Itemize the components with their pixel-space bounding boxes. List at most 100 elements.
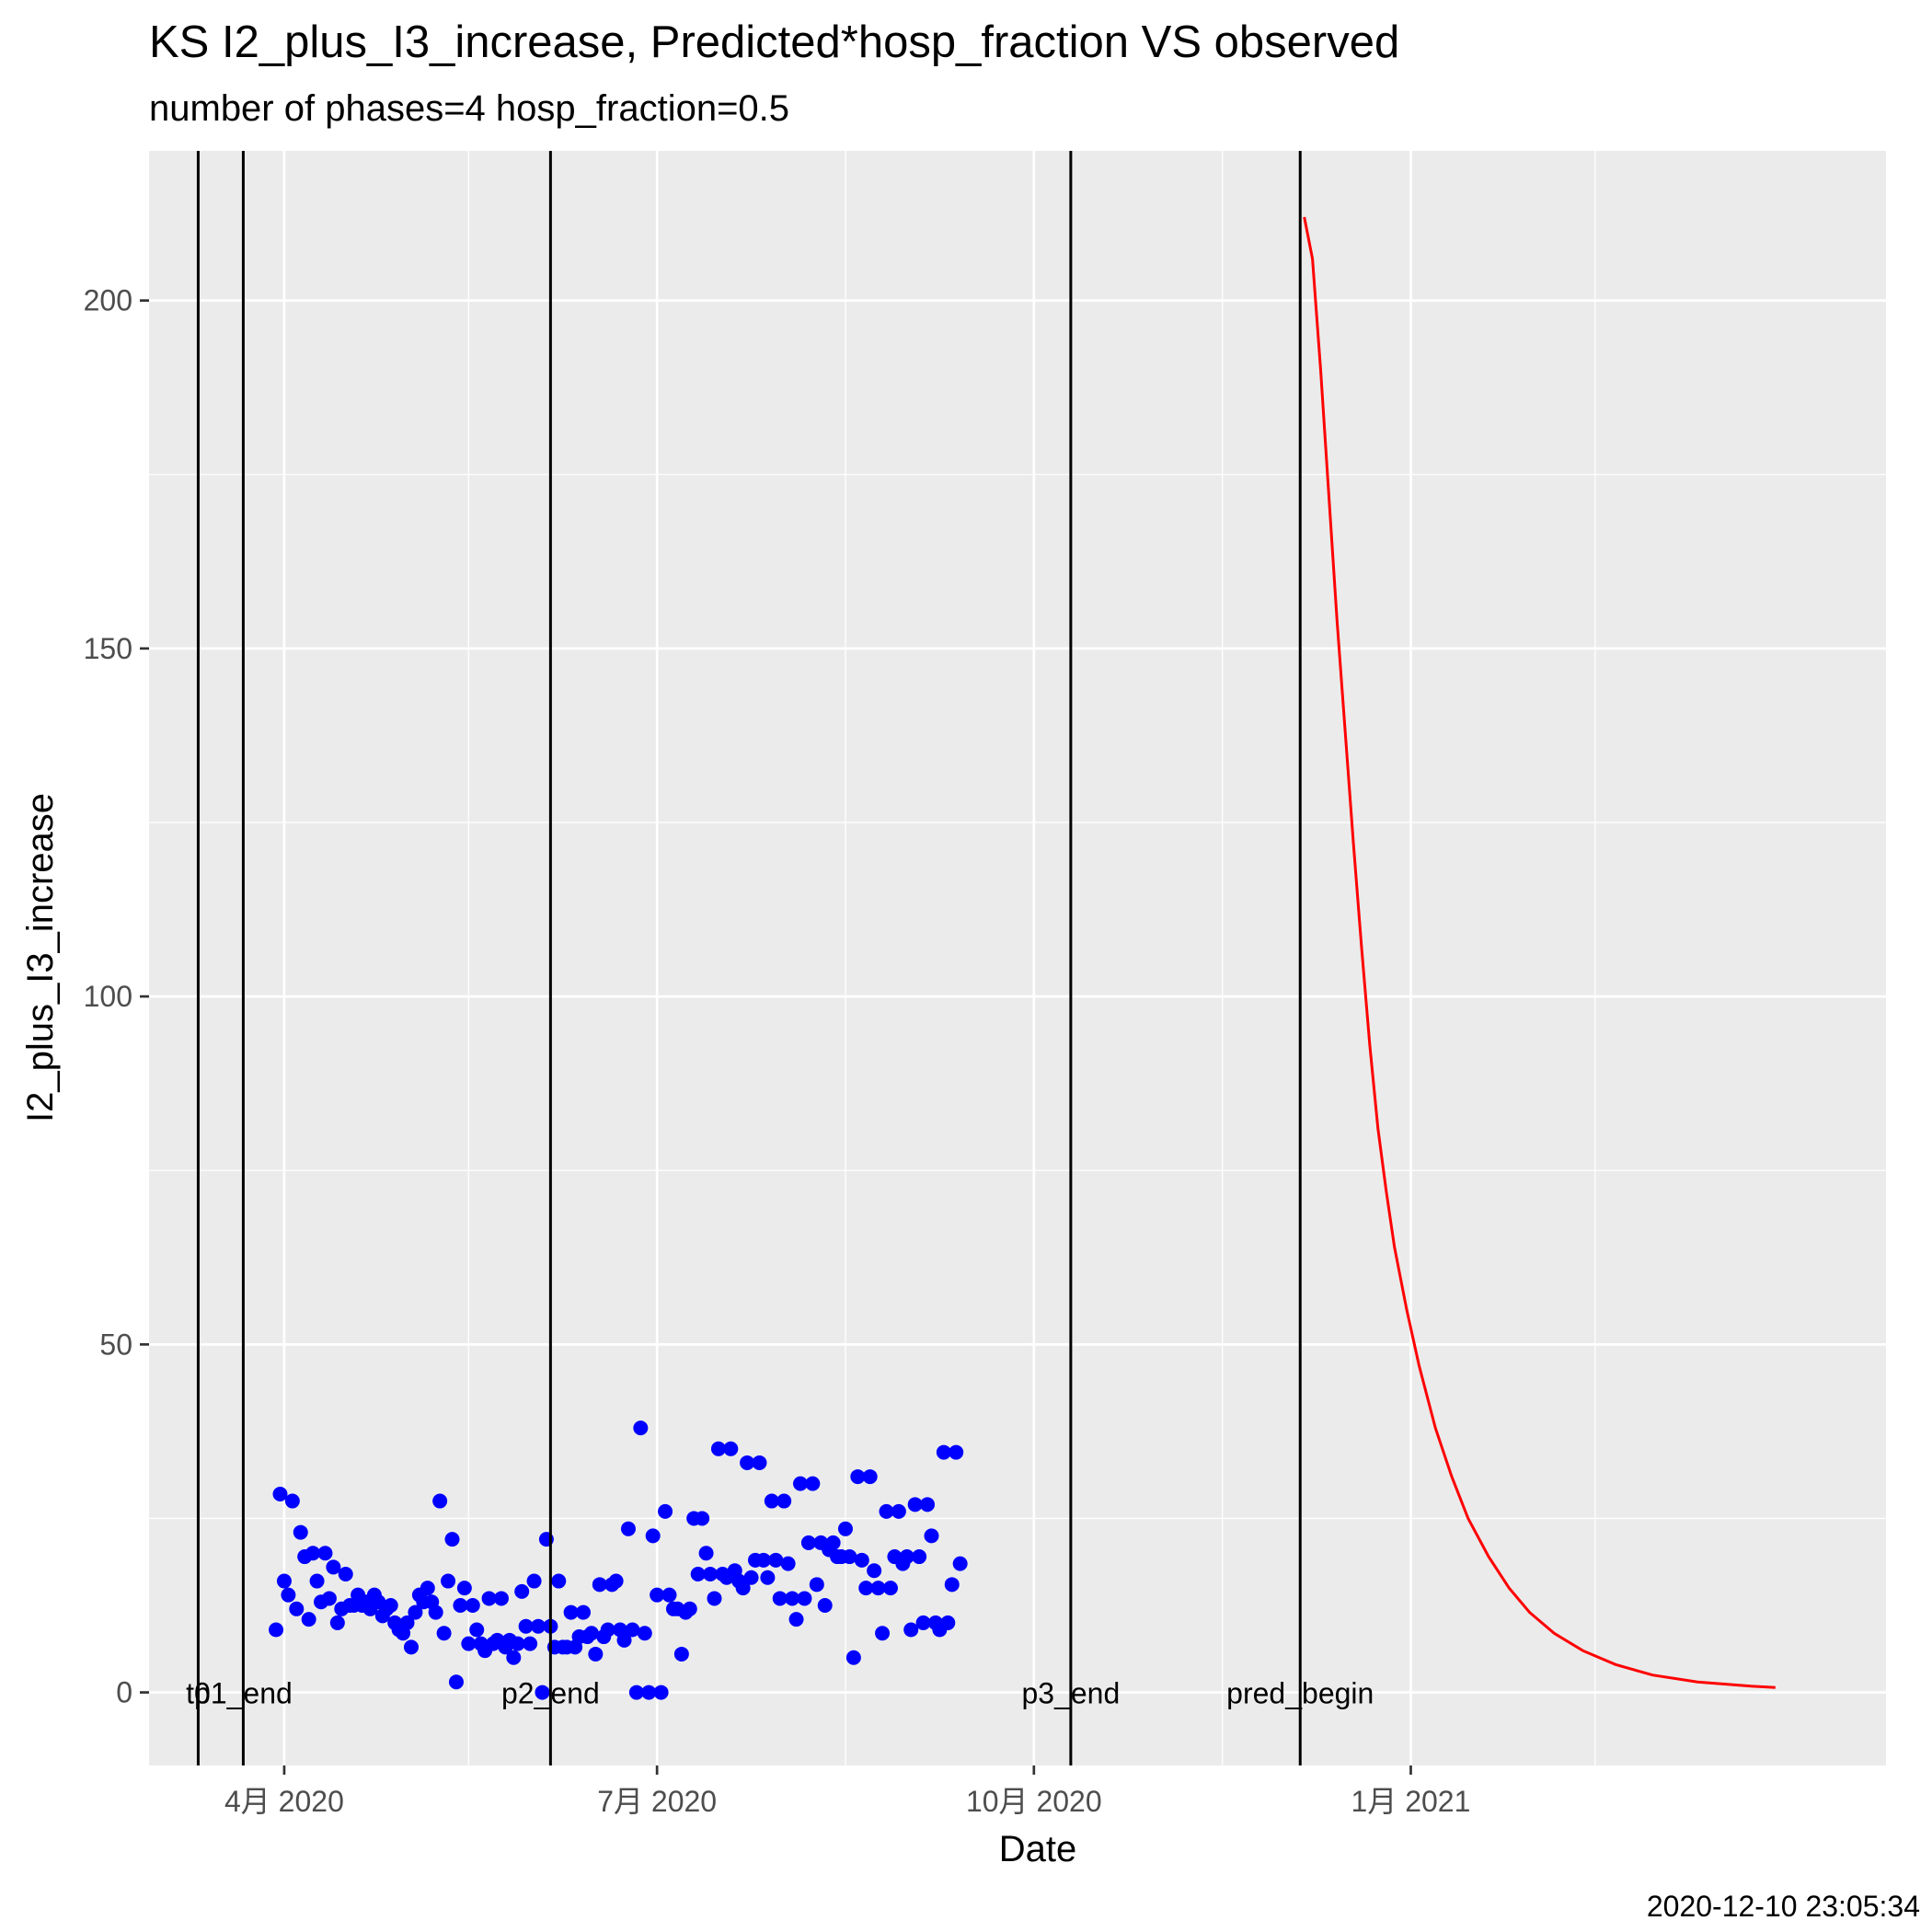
observed-point — [682, 1601, 697, 1616]
observed-point — [583, 1626, 599, 1641]
observed-point — [408, 1604, 423, 1620]
observed-point — [842, 1549, 857, 1565]
observed-point — [338, 1566, 353, 1581]
observed-point — [710, 1441, 726, 1456]
chart-title: KS I2_plus_I3_increase, Predicted*hosp_f… — [149, 17, 1399, 67]
observed-point — [329, 1615, 345, 1630]
observed-point — [858, 1581, 874, 1596]
observed-point — [321, 1591, 337, 1606]
observed-point — [633, 1420, 649, 1436]
x-tick-label: 10月 2020 — [966, 1785, 1102, 1818]
observed-point — [755, 1552, 771, 1568]
observed-point — [551, 1573, 567, 1589]
observed-point — [940, 1615, 956, 1630]
predicted-line — [1303, 216, 1776, 1689]
observed-point — [563, 1604, 579, 1620]
observed-point — [403, 1639, 419, 1655]
observed-point — [752, 1455, 767, 1470]
x-axis-title: Date — [999, 1829, 1077, 1869]
observed-point — [441, 1573, 456, 1589]
observed-point — [436, 1626, 452, 1641]
observed-point — [592, 1577, 607, 1593]
observed-point — [461, 1636, 477, 1651]
observed-point — [800, 1535, 816, 1550]
observed-point — [723, 1441, 739, 1456]
observed-point — [600, 1622, 615, 1638]
observed-point — [518, 1618, 534, 1634]
observed-points — [269, 1420, 968, 1700]
observed-point — [776, 1493, 792, 1509]
observed-point — [269, 1622, 284, 1638]
observed-point — [899, 1549, 914, 1565]
observed-point — [531, 1618, 546, 1634]
observed-point — [949, 1444, 964, 1460]
observed-point — [588, 1646, 604, 1662]
observed-point — [850, 1469, 866, 1485]
observed-point — [785, 1591, 800, 1606]
observed-point — [854, 1552, 869, 1568]
observed-point — [825, 1535, 841, 1550]
observed-point — [703, 1566, 719, 1581]
minor-grid — [149, 151, 1886, 1765]
observed-point — [891, 1503, 906, 1519]
observed-point — [952, 1556, 968, 1571]
observed-point — [740, 1455, 755, 1470]
observed-point — [383, 1598, 398, 1614]
observed-point — [837, 1521, 853, 1536]
predicted-curve — [1303, 216, 1776, 1689]
observed-point — [924, 1528, 939, 1544]
x-tick-label: 4月 2020 — [224, 1785, 344, 1818]
observed-point — [576, 1604, 591, 1620]
observed-point — [272, 1486, 288, 1501]
observed-point — [768, 1552, 784, 1568]
major-grid — [149, 151, 1886, 1765]
observed-point — [616, 1632, 632, 1648]
observed-point — [780, 1556, 796, 1571]
observed-point — [870, 1581, 886, 1596]
observed-point — [399, 1615, 415, 1630]
observed-point — [276, 1573, 292, 1589]
y-tick-label: 150 — [84, 632, 132, 665]
observed-point — [317, 1546, 333, 1561]
observed-point — [788, 1612, 804, 1627]
observed-point — [760, 1570, 776, 1585]
observed-point — [625, 1622, 640, 1638]
observed-point — [506, 1650, 522, 1665]
observed-point — [707, 1591, 722, 1606]
observed-point — [645, 1528, 661, 1544]
observed-point — [867, 1563, 882, 1579]
observed-point — [875, 1626, 891, 1641]
observed-point — [444, 1532, 460, 1547]
observed-point — [641, 1685, 657, 1700]
observed-point — [628, 1685, 644, 1700]
observed-point — [620, 1521, 636, 1536]
phase-label-p2-end: p2_end — [501, 1677, 600, 1710]
observed-point — [637, 1626, 652, 1641]
observed-point — [289, 1601, 305, 1616]
observed-point — [793, 1476, 808, 1491]
observed-point — [805, 1476, 821, 1491]
observed-point — [305, 1546, 321, 1561]
observed-point — [653, 1685, 669, 1700]
x-tick-label: 7月 2020 — [597, 1785, 717, 1818]
observed-point — [698, 1546, 714, 1561]
observed-point — [936, 1444, 951, 1460]
observed-point — [301, 1612, 316, 1627]
observed-point — [293, 1524, 308, 1540]
observed-point — [514, 1583, 530, 1599]
observed-point — [510, 1636, 525, 1651]
y-tick-label: 200 — [84, 284, 132, 317]
observed-point — [535, 1685, 550, 1700]
observed-point — [284, 1493, 300, 1509]
observed-point — [764, 1493, 779, 1509]
observed-point — [862, 1469, 878, 1485]
timestamp-caption: 2020-12-10 23:05:34 — [1647, 1890, 1920, 1923]
observed-point — [469, 1622, 485, 1638]
observed-point — [695, 1511, 710, 1526]
observed-point — [281, 1587, 296, 1603]
observed-point — [915, 1615, 931, 1630]
observed-point — [608, 1573, 624, 1589]
phase-label-p1-end: p1_end — [194, 1677, 293, 1710]
